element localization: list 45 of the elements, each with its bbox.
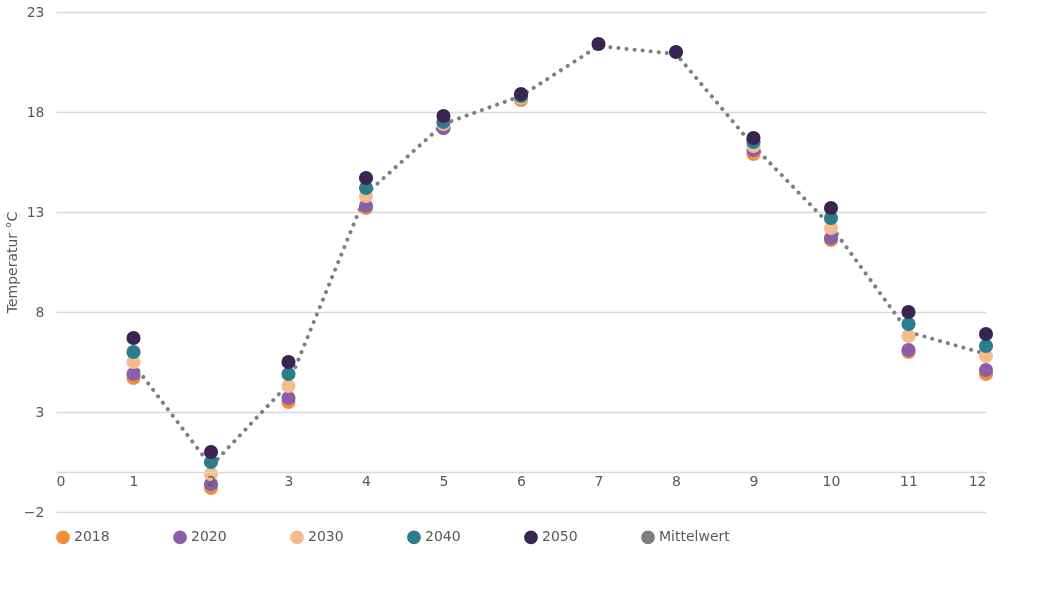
x-tick-label: 6 xyxy=(517,472,527,489)
x-tick-label: 8 xyxy=(672,472,681,489)
x-tick-label: 5 xyxy=(439,472,449,489)
legend-label: 2040 xyxy=(425,528,461,545)
x-tick-label: 11 xyxy=(900,472,918,489)
point xyxy=(126,366,141,382)
x-tick-label: 12 xyxy=(968,472,987,489)
point xyxy=(126,344,141,360)
point xyxy=(203,444,219,460)
legend-label: 2018 xyxy=(74,528,110,545)
point xyxy=(978,326,994,342)
legend-label: 2020 xyxy=(191,528,227,545)
point xyxy=(591,36,606,52)
x-tick-label: 1 xyxy=(129,472,139,489)
point xyxy=(281,378,296,394)
legend-label: Mittelwert xyxy=(659,528,731,545)
legend-label: 2030 xyxy=(308,528,344,545)
point xyxy=(358,170,374,186)
y-axis-title: Temperatur °C xyxy=(3,211,20,315)
point xyxy=(978,338,994,354)
y-tick-label: 3 xyxy=(35,403,45,420)
x-tick-label: 3 xyxy=(284,472,294,489)
point xyxy=(901,304,916,320)
point xyxy=(436,108,451,124)
point xyxy=(281,366,296,382)
y-tick-label: −2 xyxy=(23,503,45,520)
point xyxy=(746,130,761,146)
y-tick-label: 8 xyxy=(35,303,45,320)
x-tick-label: 4 xyxy=(362,472,372,489)
y-tick-label: 18 xyxy=(26,103,45,120)
x-tick-label: 9 xyxy=(749,472,759,489)
point xyxy=(281,390,296,406)
point xyxy=(126,330,141,346)
point xyxy=(823,200,839,216)
point xyxy=(901,316,916,332)
point xyxy=(281,354,296,370)
x-tick-label: 0 xyxy=(56,472,66,489)
y-tick-label: 23 xyxy=(26,3,45,20)
point xyxy=(668,44,684,60)
point xyxy=(901,328,916,344)
legend-label: 2050 xyxy=(542,528,578,545)
x-tick-label: 7 xyxy=(594,472,604,489)
y-tick-label: 13 xyxy=(26,203,45,220)
point xyxy=(978,362,994,378)
x-tick-label: 10 xyxy=(822,472,841,489)
